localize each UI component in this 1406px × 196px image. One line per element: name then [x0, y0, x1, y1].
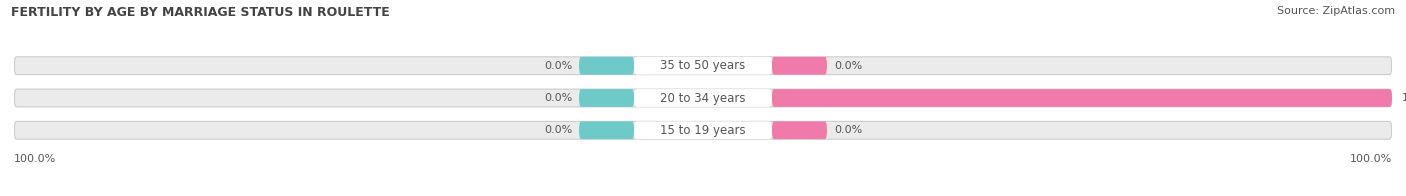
Text: Source: ZipAtlas.com: Source: ZipAtlas.com [1277, 6, 1395, 16]
FancyBboxPatch shape [634, 89, 772, 107]
Text: 15 to 19 years: 15 to 19 years [661, 124, 745, 137]
FancyBboxPatch shape [14, 89, 1392, 107]
Text: 0.0%: 0.0% [544, 93, 572, 103]
FancyBboxPatch shape [14, 57, 1392, 75]
Text: 0.0%: 0.0% [834, 61, 862, 71]
FancyBboxPatch shape [772, 57, 827, 75]
FancyBboxPatch shape [14, 121, 1392, 139]
FancyBboxPatch shape [634, 121, 772, 139]
FancyBboxPatch shape [772, 89, 1392, 107]
FancyBboxPatch shape [772, 121, 827, 139]
Text: 0.0%: 0.0% [544, 125, 572, 135]
FancyBboxPatch shape [579, 57, 634, 75]
Text: 35 to 50 years: 35 to 50 years [661, 59, 745, 72]
Text: 100.0%: 100.0% [1402, 93, 1406, 103]
Text: 20 to 34 years: 20 to 34 years [661, 92, 745, 104]
Text: 100.0%: 100.0% [14, 153, 56, 163]
Text: 100.0%: 100.0% [1350, 153, 1392, 163]
Text: 0.0%: 0.0% [544, 61, 572, 71]
FancyBboxPatch shape [579, 89, 634, 107]
Text: 0.0%: 0.0% [834, 125, 862, 135]
FancyBboxPatch shape [634, 57, 772, 75]
FancyBboxPatch shape [579, 121, 634, 139]
Text: FERTILITY BY AGE BY MARRIAGE STATUS IN ROULETTE: FERTILITY BY AGE BY MARRIAGE STATUS IN R… [11, 6, 389, 19]
